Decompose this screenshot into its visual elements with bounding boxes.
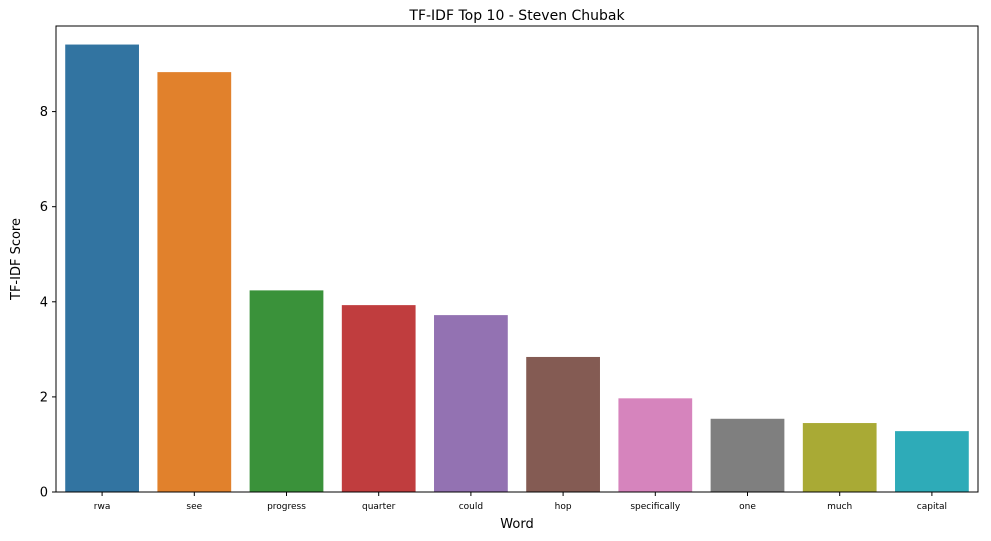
y-tick-label: 0: [40, 486, 48, 501]
bar-capital: [895, 431, 969, 492]
y-axis-label: TF-IDF Score: [9, 218, 24, 301]
plot-area-frame: [55, 25, 979, 493]
x-tick-label: see: [186, 502, 202, 512]
x-axis-label: Word: [500, 517, 533, 532]
y-axis-ticks: 0 2 4 6 8: [40, 105, 56, 501]
bar-specifically: [618, 398, 693, 492]
chart-title: TF-IDF Top 10 - Steven Chubak: [408, 8, 625, 24]
x-axis-ticks: rwa see progress quarter could hop specificall…: [94, 492, 947, 512]
y-tick-label: 2: [40, 390, 48, 405]
y-tick-label: 6: [40, 200, 48, 215]
y-tick-label: 4: [40, 295, 48, 310]
bars-group: [65, 44, 969, 493]
bar-see: [157, 72, 232, 493]
x-tick-label: could: [459, 502, 483, 512]
x-tick-label: rwa: [94, 502, 111, 512]
y-tick-label: 8: [40, 105, 48, 120]
x-tick-label: specifically: [630, 502, 681, 512]
x-tick-label: progress: [267, 502, 306, 512]
x-tick-label: quarter: [362, 502, 396, 512]
x-tick-label: one: [739, 502, 756, 512]
bar-progress: [249, 290, 324, 492]
bar-one: [710, 418, 785, 492]
bar-hop: [526, 356, 600, 492]
bar-could: [434, 315, 508, 492]
bar-quarter: [341, 305, 416, 492]
x-tick-label: hop: [555, 502, 572, 512]
x-tick-label: capital: [917, 502, 947, 512]
bar-rwa: [65, 44, 139, 493]
bar-much: [802, 423, 877, 492]
x-tick-label: much: [827, 502, 852, 512]
